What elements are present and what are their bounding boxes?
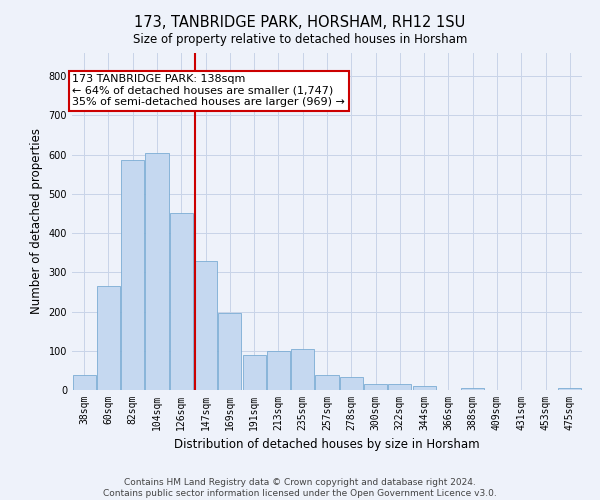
Text: Contains HM Land Registry data © Crown copyright and database right 2024.
Contai: Contains HM Land Registry data © Crown c… (103, 478, 497, 498)
Bar (364, 384, 387, 390)
Bar (340, 377, 363, 390)
Bar (413, 386, 436, 390)
Text: 173 TANBRIDGE PARK: 138sqm
← 64% of detached houses are smaller (1,747)
35% of s: 173 TANBRIDGE PARK: 138sqm ← 64% of deta… (73, 74, 346, 108)
Bar (461, 388, 484, 390)
Bar (73, 375, 95, 390)
Bar (267, 351, 290, 390)
Bar (194, 262, 217, 390)
Bar (242, 354, 266, 390)
Bar (121, 160, 144, 390)
Bar (97, 286, 120, 390)
Bar (388, 384, 412, 390)
Bar (145, 152, 169, 390)
Bar (316, 375, 338, 390)
Bar (170, 214, 193, 390)
Text: 173, TANBRIDGE PARK, HORSHAM, RH12 1SU: 173, TANBRIDGE PARK, HORSHAM, RH12 1SU (134, 15, 466, 30)
Bar (218, 314, 241, 390)
X-axis label: Distribution of detached houses by size in Horsham: Distribution of detached houses by size … (174, 438, 480, 452)
Bar (291, 349, 314, 390)
Text: Size of property relative to detached houses in Horsham: Size of property relative to detached ho… (133, 32, 467, 46)
Bar (559, 388, 581, 390)
Y-axis label: Number of detached properties: Number of detached properties (30, 128, 43, 314)
